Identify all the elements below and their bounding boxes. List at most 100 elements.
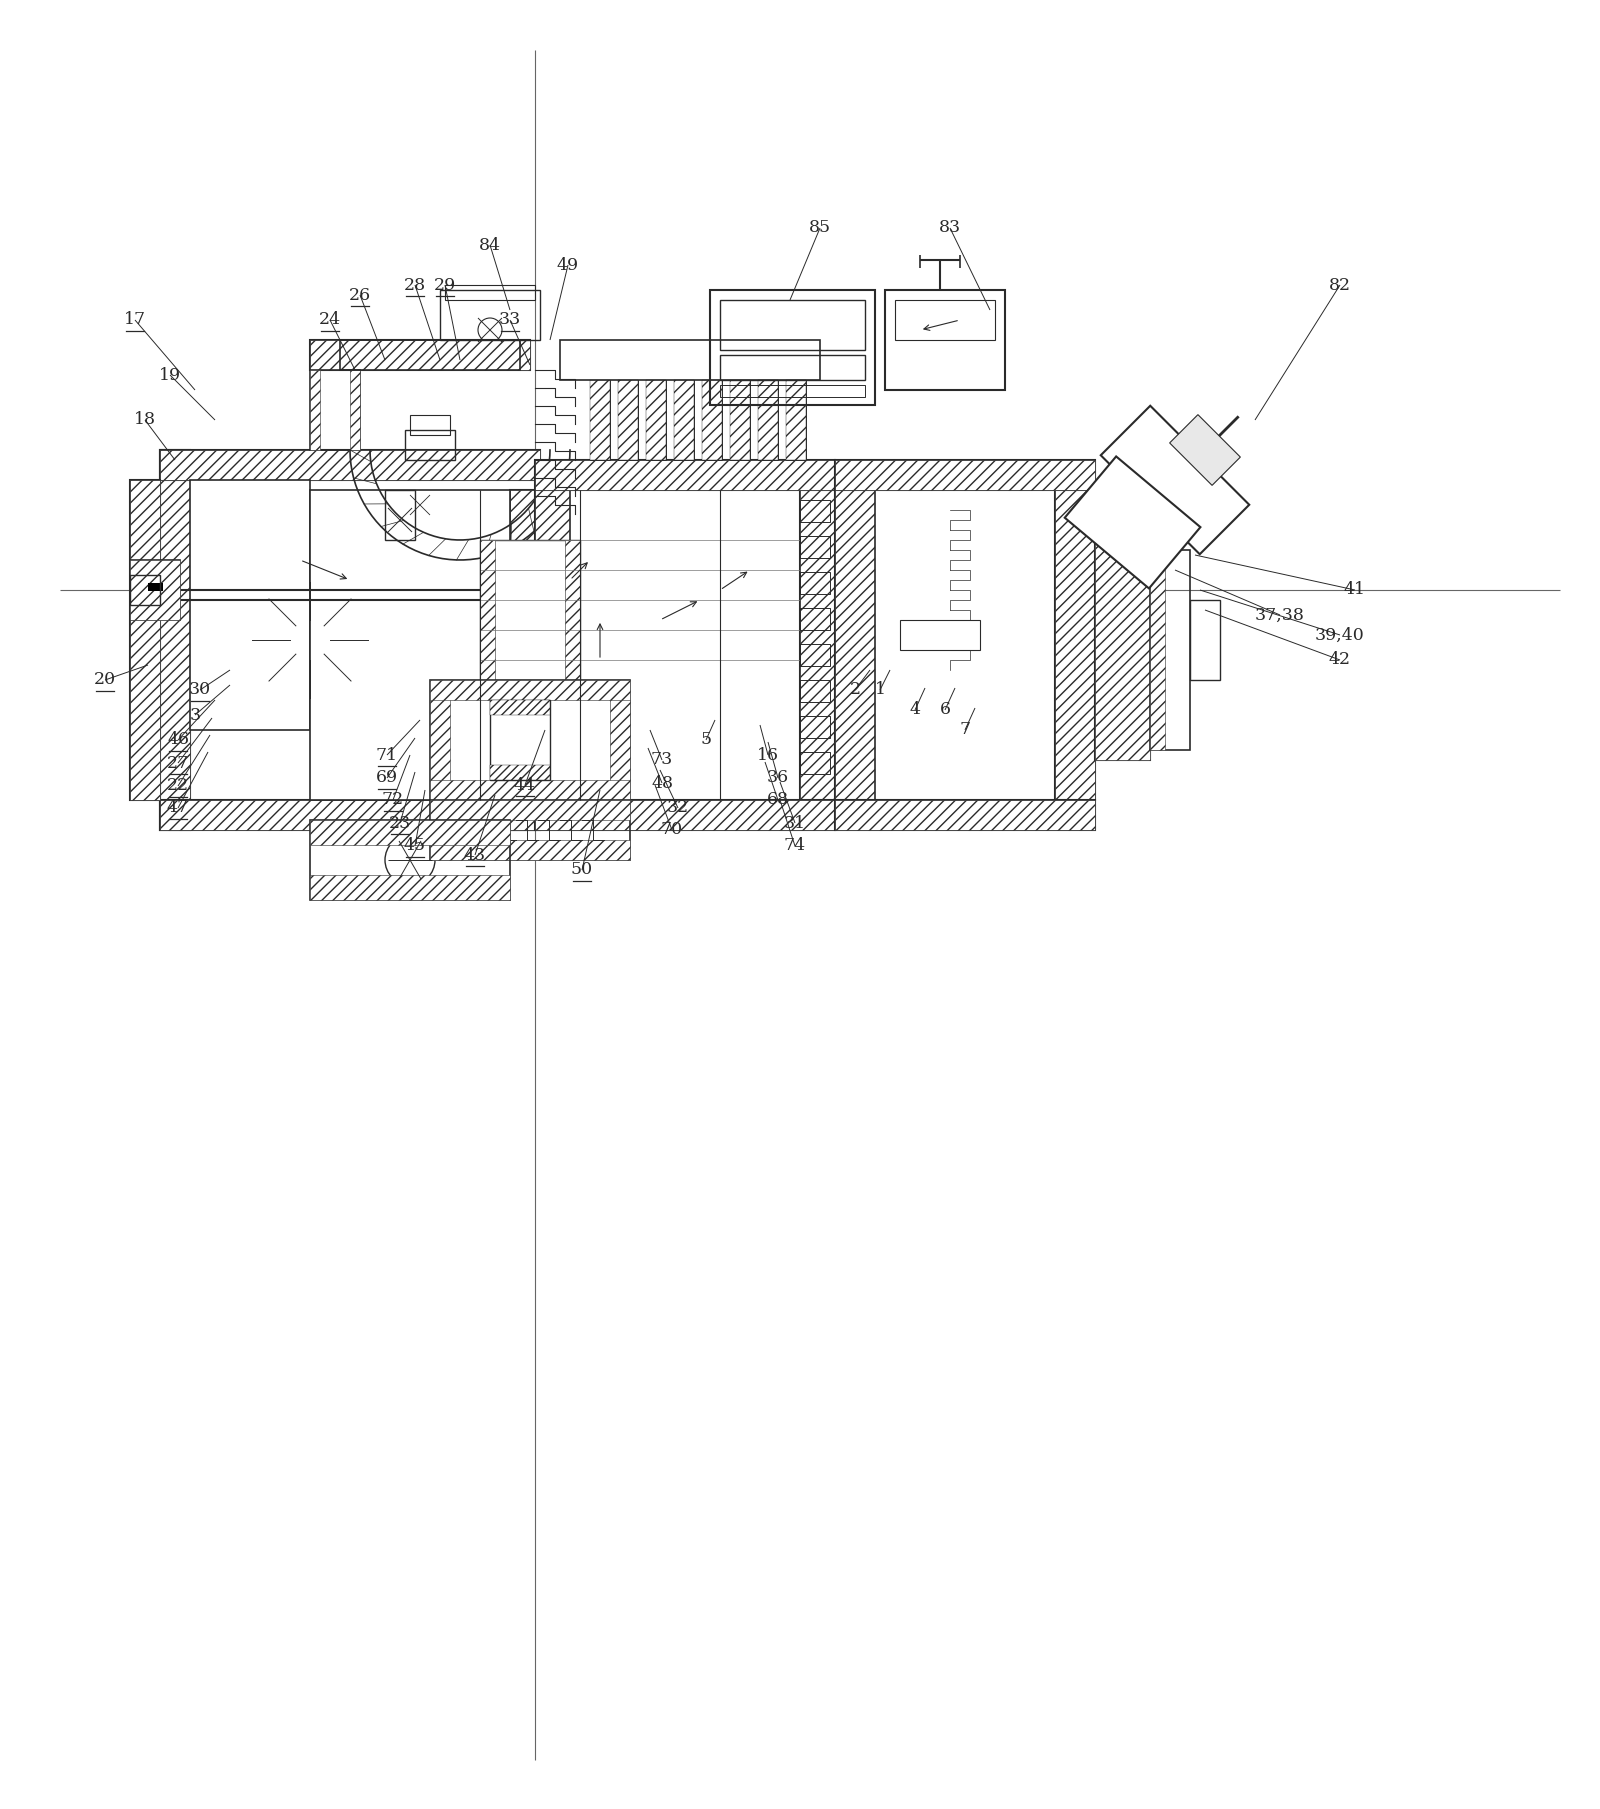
Text: 44: 44 — [514, 776, 536, 794]
Bar — [885, 289, 1005, 391]
Text: 5: 5 — [701, 731, 712, 749]
Bar — [510, 490, 534, 830]
Bar — [1054, 490, 1094, 800]
Bar — [875, 490, 1054, 800]
Bar — [386, 490, 414, 541]
Bar — [894, 300, 995, 340]
Bar — [534, 459, 835, 490]
Text: 84: 84 — [478, 237, 501, 253]
Bar — [160, 800, 541, 830]
Bar — [646, 380, 666, 459]
Bar — [1094, 530, 1150, 760]
Bar — [534, 490, 570, 800]
Bar — [310, 371, 320, 450]
Bar — [310, 340, 530, 371]
Text: 29: 29 — [434, 277, 456, 293]
Bar — [702, 380, 722, 459]
Bar — [730, 380, 750, 459]
Bar — [702, 380, 722, 459]
Text: 68: 68 — [766, 792, 789, 809]
Bar — [430, 780, 630, 800]
Bar — [800, 716, 830, 738]
Text: 32: 32 — [667, 800, 690, 816]
Text: 20: 20 — [94, 671, 117, 689]
Bar — [310, 340, 530, 371]
Text: 3: 3 — [189, 707, 200, 724]
Text: 27: 27 — [166, 754, 189, 771]
Bar — [565, 541, 579, 760]
Polygon shape — [986, 541, 1021, 620]
Bar — [590, 380, 610, 459]
Text: 30: 30 — [189, 682, 211, 698]
Bar — [786, 380, 806, 459]
Bar — [130, 479, 160, 800]
Bar — [835, 490, 875, 800]
Bar — [310, 876, 510, 901]
Bar — [720, 355, 866, 380]
Bar — [1054, 490, 1094, 800]
Bar — [534, 800, 835, 830]
Bar — [674, 380, 694, 459]
Bar — [350, 371, 360, 450]
Text: 23: 23 — [389, 814, 411, 832]
Text: 1: 1 — [875, 682, 885, 698]
Text: 82: 82 — [1330, 277, 1350, 293]
Bar — [590, 380, 610, 459]
Bar — [160, 800, 541, 830]
Bar — [758, 380, 778, 459]
Text: 83: 83 — [939, 219, 962, 237]
Text: 71: 71 — [376, 747, 398, 763]
Bar — [405, 431, 454, 459]
Bar — [490, 700, 550, 715]
Bar — [534, 800, 835, 830]
Bar — [618, 380, 638, 459]
Text: 22: 22 — [166, 778, 189, 794]
Bar — [160, 450, 541, 479]
Bar — [310, 371, 360, 450]
Text: 42: 42 — [1330, 651, 1350, 669]
Bar — [430, 800, 630, 819]
Bar — [160, 450, 190, 830]
Text: 19: 19 — [158, 367, 181, 384]
Bar — [800, 680, 830, 702]
Bar — [130, 575, 160, 604]
Polygon shape — [1064, 456, 1200, 588]
Bar — [800, 753, 830, 774]
Bar — [835, 459, 1094, 490]
Text: 72: 72 — [382, 792, 405, 809]
Bar — [534, 459, 835, 490]
Bar — [835, 459, 1094, 490]
Bar — [490, 700, 550, 780]
Bar — [899, 620, 979, 649]
Polygon shape — [1101, 405, 1250, 554]
Bar — [1094, 530, 1150, 760]
Bar — [430, 680, 450, 800]
Text: 41: 41 — [1344, 581, 1366, 599]
Text: 73: 73 — [651, 751, 674, 769]
Text: 43: 43 — [464, 847, 486, 863]
Bar — [1190, 601, 1221, 680]
Bar — [720, 385, 866, 396]
Text: 37,38: 37,38 — [1254, 606, 1306, 624]
Text: 17: 17 — [123, 311, 146, 329]
Bar — [430, 839, 630, 859]
Text: 18: 18 — [134, 411, 157, 429]
Text: 31: 31 — [784, 814, 806, 832]
Text: 24: 24 — [318, 311, 341, 329]
Bar — [310, 819, 510, 845]
Bar — [339, 340, 520, 371]
Bar — [570, 490, 800, 800]
Text: 7: 7 — [960, 722, 971, 738]
Bar — [190, 479, 310, 731]
Text: 33: 33 — [499, 311, 522, 329]
Bar — [1150, 550, 1165, 751]
Text: 70: 70 — [661, 821, 683, 839]
Bar — [410, 414, 450, 434]
Bar — [310, 490, 510, 800]
Text: 74: 74 — [784, 838, 806, 854]
Bar — [440, 289, 541, 340]
Bar — [534, 490, 570, 800]
Text: 48: 48 — [651, 774, 674, 792]
Text: 26: 26 — [349, 286, 371, 304]
Bar — [800, 644, 830, 666]
